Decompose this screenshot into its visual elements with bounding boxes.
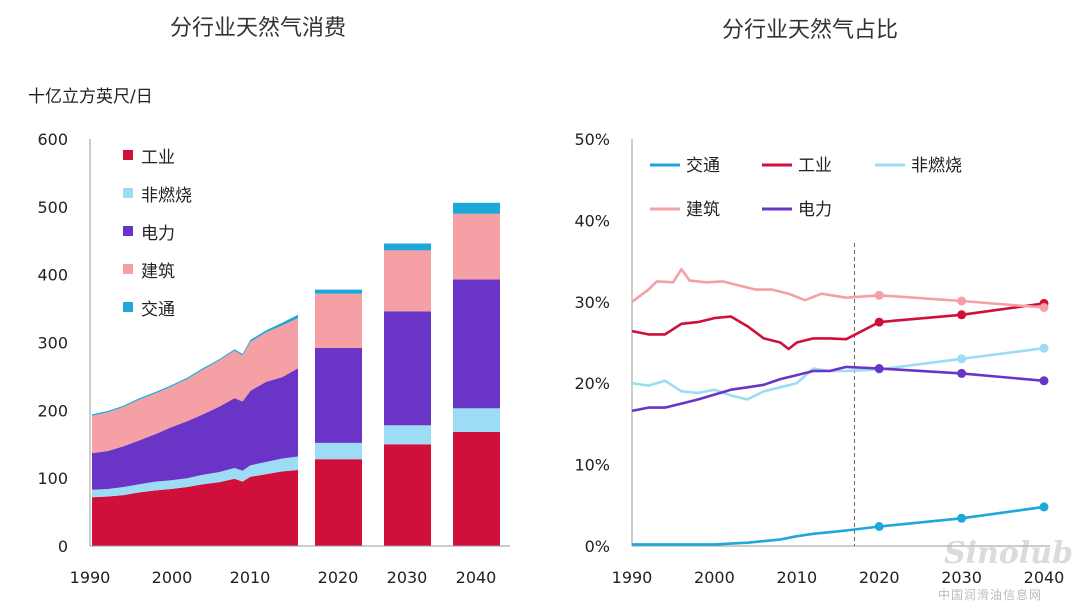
line-series-电力 bbox=[631, 365, 1045, 413]
bar-2020-建筑 bbox=[315, 293, 362, 348]
bar-2020-非燃烧 bbox=[315, 442, 362, 460]
bar-2020-电力 bbox=[315, 347, 362, 443]
line-series-建筑 bbox=[631, 267, 1045, 309]
marker-电力-2030 bbox=[957, 368, 967, 378]
legend-label-非燃烧: 非燃烧 bbox=[141, 186, 192, 206]
left-y-tick-label: 200 bbox=[37, 401, 68, 420]
bar-2030-电力 bbox=[384, 311, 431, 426]
bar-2030-建筑 bbox=[384, 250, 431, 312]
watermark-caption: 中国润滑油信息网 bbox=[938, 588, 1043, 602]
left-x-tick-label: 2040 bbox=[456, 568, 497, 587]
marker-交通-2020 bbox=[874, 522, 884, 531]
area-series-工业 bbox=[92, 470, 298, 546]
legend-label-交通: 交通 bbox=[141, 300, 175, 320]
area-series-建筑 bbox=[92, 318, 298, 454]
legend-swatch-电力 bbox=[123, 226, 133, 236]
left-x-tick-label: 1990 bbox=[70, 568, 111, 587]
right-x-tick-label: 2020 bbox=[859, 568, 900, 587]
line-series-交通 bbox=[632, 505, 1045, 546]
legend-label-建筑: 建筑 bbox=[686, 200, 720, 220]
bar-2040-工业 bbox=[453, 432, 500, 546]
legend-label-电力: 电力 bbox=[798, 200, 832, 220]
right-y-tick-label: 30% bbox=[574, 293, 610, 312]
right-y-tick-label: 20% bbox=[574, 374, 610, 393]
legend-label-电力: 电力 bbox=[141, 224, 175, 244]
left-y-tick-label: 500 bbox=[37, 198, 68, 217]
left-x-tick-label: 2030 bbox=[387, 568, 428, 587]
left-x-tick-label: 2010 bbox=[230, 568, 271, 587]
line-series-非燃烧 bbox=[631, 346, 1045, 401]
right-chart-title: 分行业天然气占比 bbox=[721, 18, 898, 43]
marker-交通-2030 bbox=[957, 513, 967, 523]
legend-label-工业: 工业 bbox=[141, 148, 175, 168]
bar-2030-工业 bbox=[384, 444, 431, 547]
left-y-tick-label: 400 bbox=[37, 266, 68, 285]
line-series-工业 bbox=[631, 302, 1045, 351]
marker-非燃烧-2030 bbox=[957, 354, 967, 364]
left-x-tick-label: 2000 bbox=[152, 568, 193, 587]
right-y-tick-label: 0% bbox=[585, 537, 610, 556]
bar-2040-非燃烧 bbox=[453, 408, 500, 432]
right-y-tick-label: 10% bbox=[574, 456, 610, 475]
right-x-tick-label: 2030 bbox=[941, 568, 982, 587]
legend-swatch-交通 bbox=[123, 302, 133, 312]
legend-swatch-工业 bbox=[123, 150, 133, 160]
left-chart-unit-label: 十亿立方英尺/日 bbox=[28, 87, 153, 107]
marker-建筑-2030 bbox=[957, 296, 967, 306]
marker-电力-2040 bbox=[1039, 376, 1049, 386]
marker-建筑-2040 bbox=[1039, 303, 1049, 312]
bar-2030-非燃烧 bbox=[384, 425, 431, 445]
marker-工业-2020 bbox=[874, 317, 884, 327]
left-x-tick-label: 2020 bbox=[318, 568, 359, 587]
bar-2040-电力 bbox=[453, 279, 500, 409]
marker-交通-2040 bbox=[1039, 502, 1049, 512]
watermark-logo: Sinolub bbox=[944, 536, 1074, 571]
marker-建筑-2020 bbox=[874, 290, 884, 300]
bar-2040-建筑 bbox=[453, 213, 500, 280]
marker-电力-2020 bbox=[874, 364, 884, 373]
marker-非燃烧-2040 bbox=[1039, 343, 1049, 353]
right-x-tick-label: 2040 bbox=[1024, 568, 1065, 587]
marker-工业-2030 bbox=[957, 310, 967, 320]
right-x-tick-label: 2000 bbox=[694, 568, 735, 587]
right-x-tick-label: 2010 bbox=[776, 568, 817, 587]
legend-swatch-非燃烧 bbox=[123, 188, 133, 198]
left-y-tick-label: 600 bbox=[37, 130, 68, 149]
left-chart-consumption: 0 100 200 300 400 500 600 1990 2000 2010 2020 2030 2… bbox=[37, 130, 510, 587]
right-y-tick-label: 40% bbox=[574, 211, 610, 230]
legend-label-建筑: 建筑 bbox=[141, 262, 175, 282]
left-y-tick-label: 300 bbox=[37, 334, 68, 353]
legend-label-非燃烧: 非燃烧 bbox=[911, 156, 962, 176]
area-series-非燃烧 bbox=[92, 456, 298, 498]
left-chart-title: 分行业天然气消费 bbox=[169, 16, 346, 41]
legend-label-交通: 交通 bbox=[686, 156, 720, 176]
bar-2040-交通 bbox=[453, 202, 500, 214]
legend-swatch-建筑 bbox=[123, 264, 133, 274]
left-y-tick-label: 0 bbox=[58, 537, 68, 556]
right-y-tick-label: 50% bbox=[574, 130, 610, 149]
bar-2030-交通 bbox=[384, 243, 431, 251]
left-y-tick-label: 100 bbox=[37, 469, 68, 488]
right-x-tick-label: 1990 bbox=[612, 568, 653, 587]
bar-2020-交通 bbox=[315, 289, 362, 294]
legend-label-工业: 工业 bbox=[798, 156, 832, 176]
area-series-电力 bbox=[92, 368, 298, 490]
bar-2020-工业 bbox=[315, 459, 362, 546]
right-chart-share: 0% 10% 20% 30% 40% 50% 1990 2000 2010 2020 2030 204… bbox=[574, 130, 1064, 587]
